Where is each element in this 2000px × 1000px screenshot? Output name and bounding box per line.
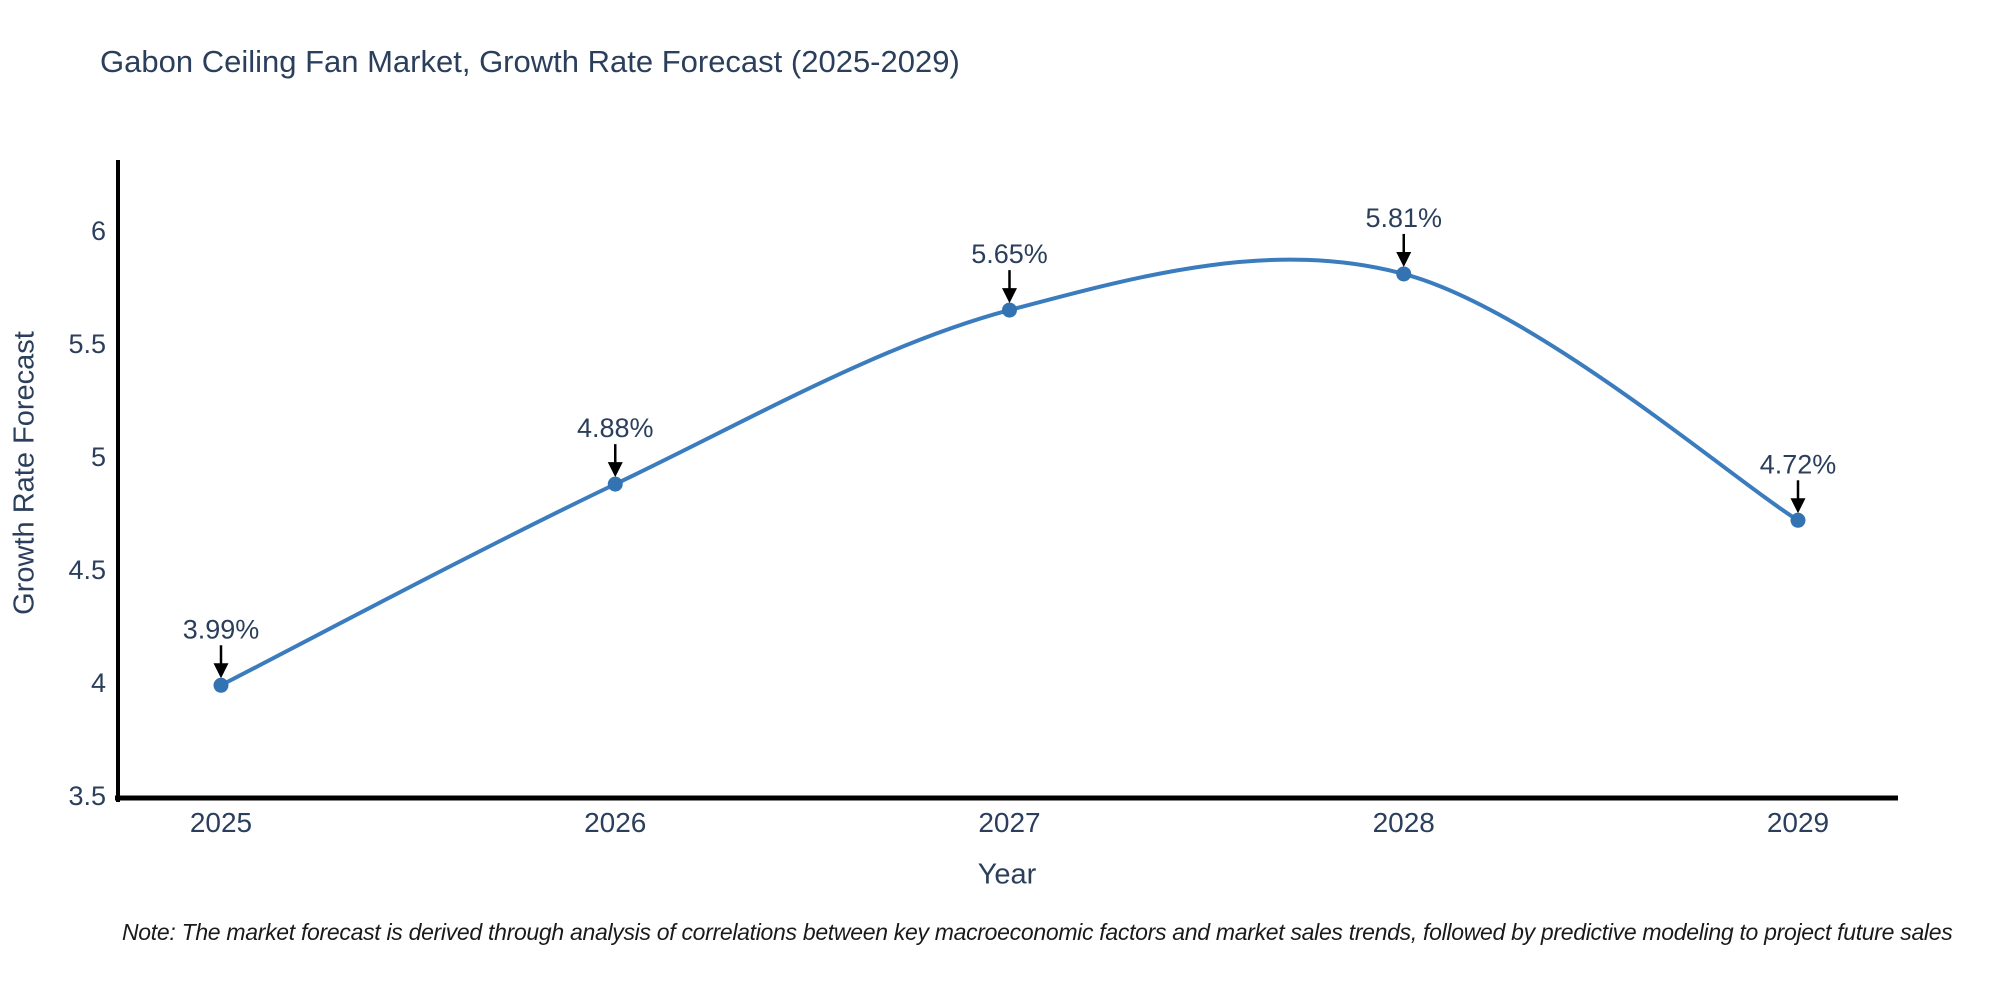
x-tick-label: 2028: [1373, 807, 1435, 838]
data-point-marker: [607, 476, 623, 492]
point-value-label: 4.88%: [577, 413, 654, 443]
point-value-label: 5.65%: [971, 239, 1048, 269]
chart-footnote: Note: The market forecast is derived thr…: [122, 919, 1953, 945]
y-tick-label: 4: [91, 668, 106, 698]
y-tick-label: 5.5: [68, 329, 106, 359]
forecast-line-series: [219, 257, 1800, 688]
annotation-arrowhead: [1002, 288, 1017, 304]
x-tick-label: 2027: [978, 807, 1040, 838]
data-point-marker: [1396, 266, 1412, 282]
data-point-marker: [1002, 302, 1017, 318]
annotation-arrowhead: [607, 462, 623, 478]
x-axis-title: Year: [977, 858, 1037, 891]
y-tick-label: 6: [91, 216, 106, 246]
y-tick-label: 5: [91, 442, 106, 472]
annotation-arrowhead: [213, 663, 229, 679]
y-tick-label: 4.5: [68, 555, 106, 585]
data-point-marker: [1790, 512, 1806, 528]
point-value-label: 3.99%: [183, 614, 260, 644]
data-point-marker: [213, 677, 229, 693]
point-value-label: 4.72%: [1760, 449, 1837, 479]
x-tick-label: 2026: [584, 807, 646, 838]
x-tick-label: 2029: [1767, 807, 1829, 838]
chart-title: Gabon Ceiling Fan Market, Growth Rate Fo…: [100, 44, 960, 79]
x-tick-label: 2025: [190, 807, 252, 838]
point-value-label: 5.81%: [1365, 203, 1442, 233]
annotation-arrowhead: [1396, 251, 1412, 267]
annotation-arrowhead: [1790, 498, 1806, 514]
y-tick-label: 3.5: [68, 781, 106, 811]
